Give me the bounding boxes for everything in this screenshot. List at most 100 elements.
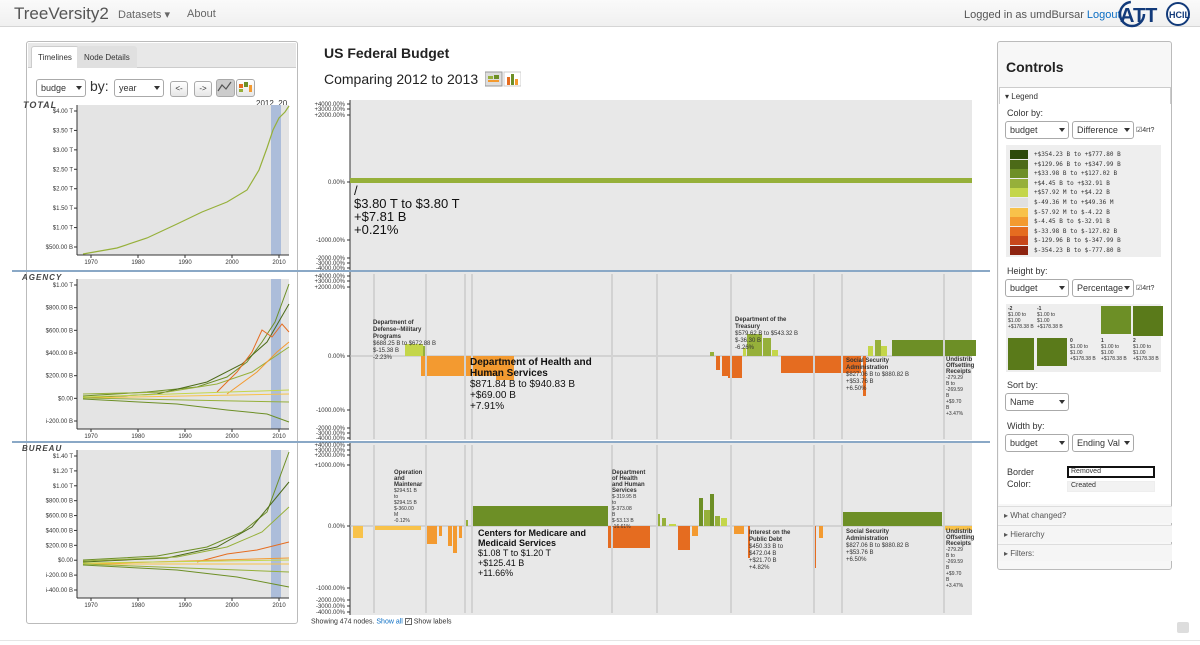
show-labels-checkbox[interactable]: ✓ — [404, 618, 412, 625]
pct-tick-label: -3000.00% — [316, 431, 346, 437]
x-tick-label: 2010 — [272, 434, 286, 440]
color-legend-row: $-354.23 B to $-777.80 B — [1010, 246, 1160, 255]
pct-tick-label: +3000.00% — [314, 448, 345, 454]
node-divider — [730, 274, 732, 439]
hierarchy-section[interactable]: ▸ Hierarchy — [998, 525, 1172, 542]
agency-node — [421, 356, 496, 376]
color-legend-label: $-33.98 B to $-127.02 B — [1034, 227, 1118, 235]
nav-about[interactable]: About — [187, 8, 216, 20]
treemap-area[interactable]: +4000.00%+3000.00%+2000.00%0.00%-1000.00… — [300, 98, 976, 616]
timeline-plot-bg — [77, 279, 289, 429]
y-tick-label: $0.00 — [58, 396, 74, 402]
legend-section-header[interactable]: ▾ Legend — [999, 87, 1171, 105]
y-tick-label: $600.00 B — [46, 328, 73, 334]
agency-node — [881, 346, 887, 356]
variable-select[interactable]: budge — [36, 79, 86, 97]
filters-section[interactable]: ▸ Filters: — [998, 544, 1172, 561]
pct-tick-label: +2000.00% — [314, 453, 345, 459]
selected-years-band — [271, 279, 281, 429]
node-divider — [425, 445, 427, 613]
controls-title: Controls — [1006, 59, 1064, 75]
height-4rt-checkbox[interactable]: ☑4rt? — [1136, 285, 1155, 292]
pct-tick-label: 0.00% — [328, 354, 346, 360]
height-mode-select[interactable]: Percentage — [1072, 279, 1134, 297]
agency-node — [722, 356, 728, 376]
line-chart-toggle[interactable] — [216, 79, 235, 97]
level-separator-2 — [12, 441, 990, 443]
agency-node — [405, 344, 423, 356]
color-by-select[interactable]: budget — [1005, 121, 1069, 139]
left-tabs: Timelines Node Details — [28, 43, 296, 68]
height-legend-item: -2 $1.00 to $1.00 +$178.38 B — [1008, 306, 1034, 330]
agency-node — [747, 334, 762, 356]
color-legend-label: +$4.45 B to +$32.91 B — [1034, 179, 1110, 187]
cms-label[interactable]: Centers for Medicare and Medicaid Servic… — [478, 528, 587, 578]
y-tick-label: $600.00 B — [46, 514, 73, 520]
navbar: TreeVersity2 Datasets ▾ About Logged in … — [0, 0, 1200, 28]
undist-bureau-label[interactable]: Undistrib Offsetting Receipts -279.29 B to -… — [946, 529, 975, 589]
prev-button[interactable]: <- — [170, 81, 188, 97]
color-swatch — [1010, 207, 1028, 217]
x-tick-label: 1970 — [84, 603, 98, 609]
app-title[interactable]: TreeVersity2 — [14, 4, 109, 23]
width-mode-select[interactable]: Ending Val — [1072, 434, 1134, 452]
width-by-select[interactable]: budget — [1005, 434, 1069, 452]
what-changed-section[interactable]: ▸ What changed? — [998, 506, 1172, 523]
border-removed[interactable]: Removed — [1067, 466, 1155, 478]
expand-icon[interactable] — [1177, 622, 1189, 633]
timelines-panel: Timelines Node Details budge by: year <-… — [23, 41, 299, 625]
undist-agency-label[interactable]: Undistrib Offsetting Receipts -279.29 B to -… — [946, 357, 975, 417]
x-tick-label: 2000 — [225, 434, 239, 440]
nav-datasets[interactable]: Datasets ▾ — [118, 9, 170, 21]
sort-by-select[interactable]: Name — [1005, 393, 1069, 411]
color-swatch — [1010, 178, 1028, 188]
show-all-link[interactable]: Show all — [376, 618, 403, 626]
agency-node — [710, 352, 714, 356]
pct-tick-label: -2000.00% — [316, 598, 346, 604]
bureau-series-line — [196, 541, 290, 563]
color-mode-select[interactable]: Difference — [1072, 121, 1134, 139]
y-tick-label: $1.00 T — [53, 226, 74, 232]
treasury-label[interactable]: Department of the Treasury $579.62 B to $… — [735, 317, 799, 351]
bar-mode-icon[interactable] — [484, 71, 522, 87]
logout-link[interactable]: Logout — [1086, 9, 1121, 21]
dod-label[interactable]: Department of Defense--Military Programs $… — [373, 320, 437, 361]
bureau-node — [678, 526, 690, 550]
interest-label[interactable]: Interest on the Public Debt $450.33 B to $… — [749, 530, 791, 571]
bureau-node — [842, 512, 942, 526]
y-tick-label: i-200.00 B — [46, 419, 73, 425]
ssa-agency-label[interactable]: Social Security Administration $827.06 B … — [846, 358, 910, 392]
tab-node-details[interactable]: Node Details — [77, 46, 137, 68]
timeline-charts[interactable]: $4.00 T $3.50 T $3.00 T $2.50 T $2.00 T $1.50… — [27, 42, 299, 625]
ssa-bureau-label[interactable]: Social Security Administration $827.06 B … — [846, 529, 910, 563]
hhs-bureau-label[interactable]: Department of Health and Human Services $-3… — [612, 470, 646, 530]
color-legend-row: $-129.96 B to $-347.99 B — [1010, 236, 1160, 246]
height-legend-value: $1.00 to $1.00 +$178.38 B — [1101, 344, 1127, 362]
level-separator-1 — [12, 270, 990, 272]
node-divider — [841, 445, 843, 613]
color-legend-row: $-57.92 M to $-4.22 B — [1010, 207, 1160, 217]
level-agency-label: AGENCY — [22, 273, 63, 282]
y-tick-label: $1.20 T — [53, 469, 74, 475]
color-legend-row: +$129.96 B to +$347.99 B — [1010, 159, 1160, 169]
color-4rt-checkbox[interactable]: ☑4rt? — [1136, 127, 1155, 134]
agency-series-line — [82, 346, 290, 395]
bar-chart-toggle[interactable] — [236, 79, 255, 97]
agency-node — [716, 356, 720, 370]
year-range-label: 2012_20 — [256, 99, 288, 108]
bureau-node — [692, 526, 698, 536]
border-created[interactable]: Created — [1067, 481, 1155, 492]
x-tick-label: 2000 — [225, 603, 239, 609]
height-by-select[interactable]: budget — [1005, 279, 1069, 297]
total-node-label[interactable]: / $3.80 T to $3.80 T +$7.81 B +0.21% — [354, 183, 460, 237]
next-button[interactable]: -> — [194, 81, 212, 97]
time-select[interactable]: year — [114, 79, 164, 97]
color-legend-row: +$4.45 B to +$32.91 B — [1010, 178, 1160, 188]
compare-mode-icons[interactable] — [484, 71, 522, 90]
hhs-label[interactable]: Department of Health and Human Services … — [470, 357, 592, 412]
footer-status: Showing 474 nodes. Show all ✓ Show label… — [311, 618, 452, 626]
x-tick-label: 1980 — [131, 434, 145, 440]
bureau-node — [748, 526, 750, 558]
node-divider — [464, 445, 466, 613]
